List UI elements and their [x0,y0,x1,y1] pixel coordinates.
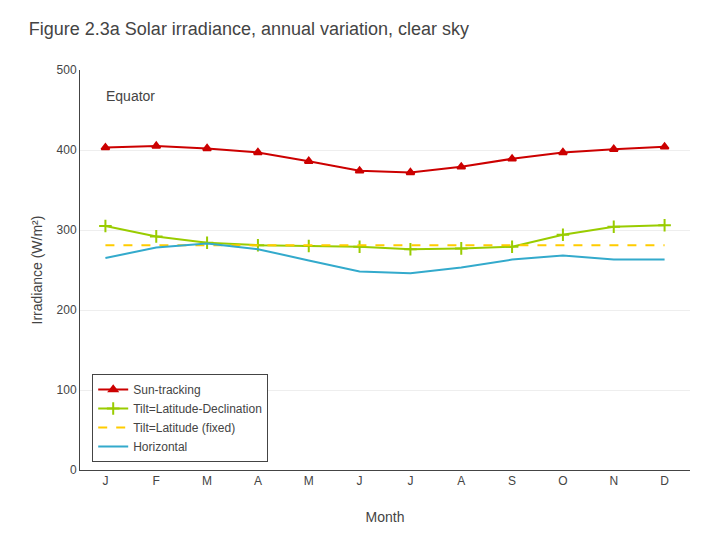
svg-text:500: 500 [57,63,77,77]
svg-text:A: A [254,474,262,488]
svg-text:Figure 2.3a Solar irradiance,: Figure 2.3a Solar irradiance, annual var… [29,19,469,39]
svg-text:M: M [304,474,314,488]
svg-text:Sun-tracking: Sun-tracking [133,383,200,397]
svg-text:M: M [202,474,212,488]
svg-text:Month: Month [366,509,405,525]
svg-text:J: J [357,474,363,488]
svg-text:100: 100 [57,383,77,397]
svg-text:Irradiance (W/m²): Irradiance (W/m²) [29,216,45,325]
svg-text:300: 300 [57,223,77,237]
svg-text:F: F [153,474,160,488]
svg-text:Tilt=Latitude (fixed): Tilt=Latitude (fixed) [133,421,235,435]
svg-text:Horizontal: Horizontal [133,440,187,454]
svg-text:J: J [407,474,413,488]
svg-text:A: A [457,474,465,488]
svg-text:Equator: Equator [106,88,155,104]
svg-text:O: O [558,474,567,488]
svg-text:S: S [508,474,516,488]
svg-text:J: J [102,474,108,488]
svg-text:N: N [609,474,618,488]
svg-text:D: D [660,474,669,488]
svg-text:Tilt=Latitude-Declination: Tilt=Latitude-Declination [133,402,262,416]
svg-text:400: 400 [57,143,77,157]
svg-text:200: 200 [57,303,77,317]
svg-text:0: 0 [70,463,77,477]
